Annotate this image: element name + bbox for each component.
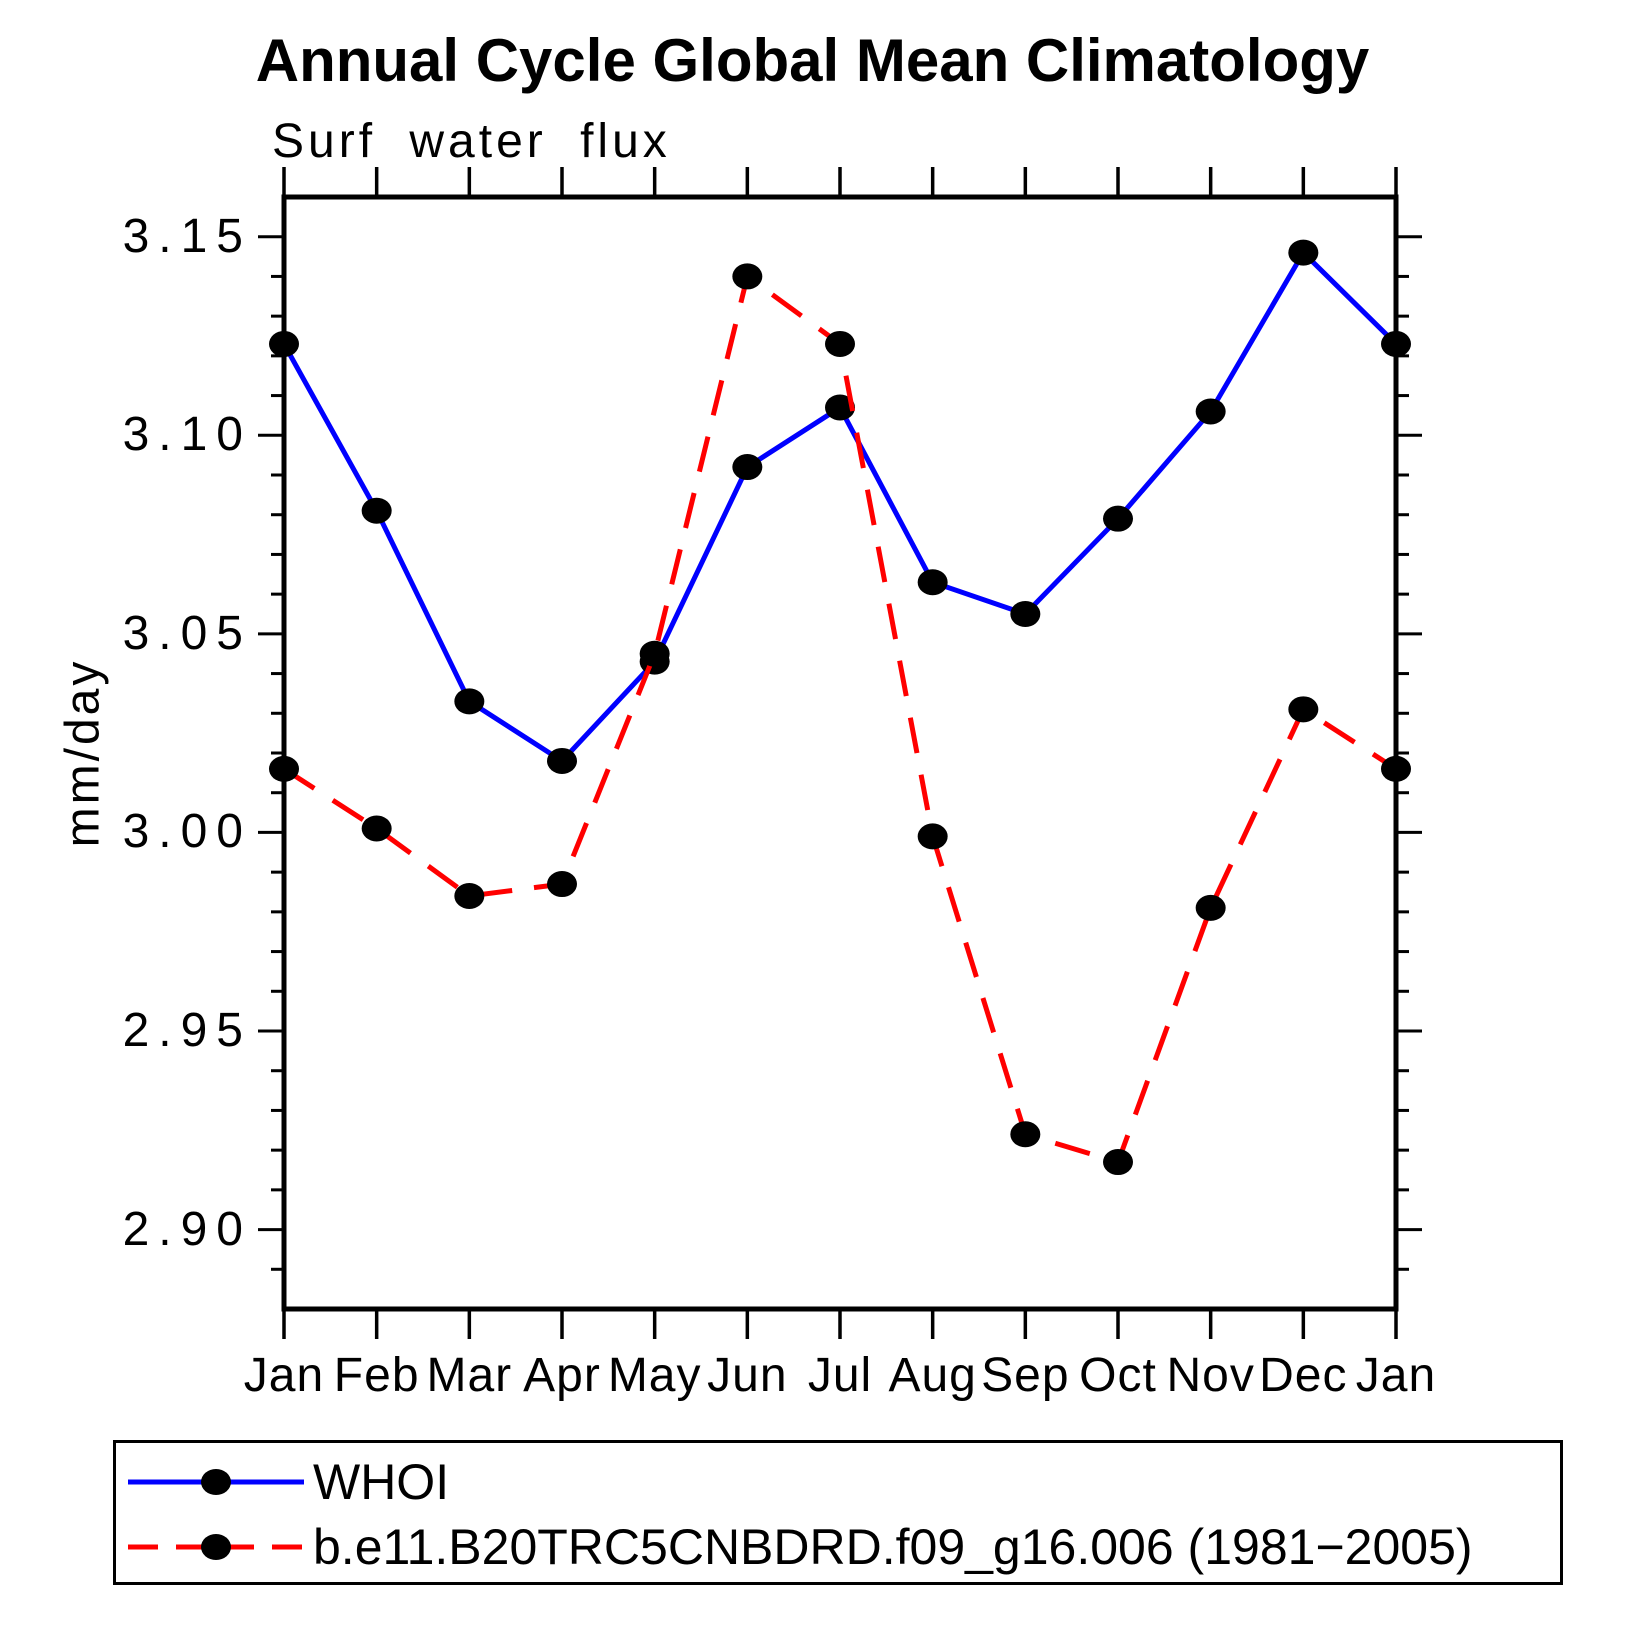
y-tick-label: 3.05: [122, 606, 252, 660]
data-point-s1-Sep: [1010, 1121, 1041, 1148]
plot-frame: [281, 194, 1399, 1312]
data-point-s0-Apr: [547, 747, 577, 774]
data-point-s0-Sep: [1010, 601, 1041, 627]
data-point-s1-Aug: [917, 823, 948, 850]
data-point-s0-Oct: [1103, 505, 1133, 532]
legend: WHOI b.e11.B20TRC5CNBDRD.f09_g16.006 (19…: [113, 1440, 1563, 1585]
data-point-s0-Jul: [825, 394, 855, 421]
x-tick-label: Sep: [981, 1349, 1070, 1402]
data-point-s1-Jan: [269, 755, 299, 782]
data-point-s0-Dec: [1288, 239, 1319, 266]
data-point-s0-Feb: [361, 497, 392, 524]
chart-subtitle: Surf water flux: [272, 115, 671, 168]
x-tick-label: Apr: [523, 1349, 601, 1402]
data-point-s0-Jan: [1381, 330, 1411, 357]
data-point-s0-Jan: [269, 330, 299, 357]
y-tick-label: 2.95: [122, 1004, 252, 1057]
legend-label-model: b.e11.B20TRC5CNBDRD.f09_g16.006 (1981−20…: [313, 1519, 1473, 1575]
data-point-s1-Jan: [1381, 755, 1411, 782]
x-tick-label: Aug: [888, 1349, 977, 1402]
x-tick-label: May: [607, 1349, 702, 1402]
x-tick-label: Jan: [243, 1349, 325, 1402]
x-tick-label: Feb: [333, 1349, 420, 1402]
chart-title: Annual Cycle Global Mean Climatology: [255, 27, 1370, 94]
data-point-s1-Apr: [547, 871, 577, 898]
x-tick-label: Jan: [1355, 1349, 1437, 1402]
data-point-s1-May: [639, 640, 670, 667]
y-tick-label: 3.10: [122, 408, 252, 462]
x-tick-label: Jun: [707, 1349, 788, 1402]
data-point-s1-Jul: [825, 330, 855, 357]
y-tick-label: 3.15: [122, 209, 252, 263]
x-tick-label: Dec: [1259, 1349, 1348, 1402]
y-tick-label: 2.90: [122, 1202, 252, 1256]
data-point-s0-Nov: [1195, 398, 1226, 425]
data-point-s0-Aug: [917, 569, 948, 596]
data-point-s1-Nov: [1195, 894, 1226, 921]
legend-line-dashed-icon: [128, 1534, 304, 1560]
data-point-s1-Oct: [1103, 1149, 1133, 1176]
data-point-s0-Jun: [732, 454, 763, 481]
x-tick-label: Mar: [426, 1349, 513, 1402]
data-point-s1-Dec: [1288, 696, 1319, 723]
series-line-0: [281, 248, 1398, 765]
x-tick-label: Jul: [807, 1349, 873, 1402]
y-tick-label: 3.00: [122, 805, 252, 859]
legend-line-solid-icon: [128, 1469, 304, 1495]
data-point-s0-Mar: [454, 688, 485, 715]
x-tick-label: Oct: [1079, 1349, 1157, 1402]
data-point-s1-Feb: [361, 815, 392, 842]
x-tick-label: Nov: [1166, 1349, 1255, 1402]
data-point-s1-Jun: [732, 263, 763, 290]
data-point-s1-Mar: [454, 882, 485, 909]
legend-label-whoi: WHOI: [313, 1454, 450, 1510]
